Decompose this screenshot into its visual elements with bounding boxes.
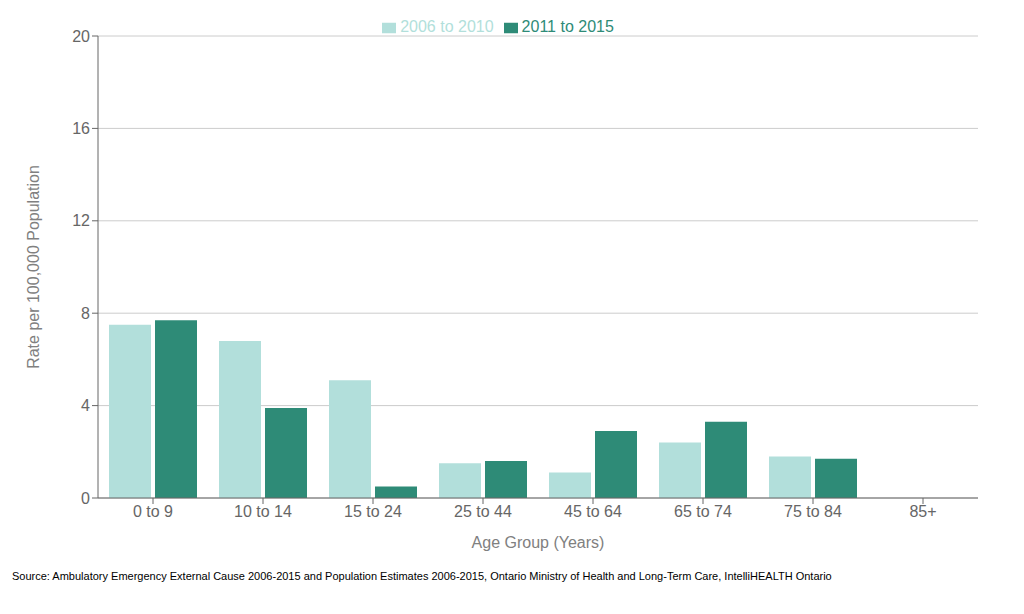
html-text:2011 to 2015: 2011 to 2015 <box>521 18 614 35</box>
svg-text:12: 12 <box>72 212 90 229</box>
html-text:Source: Ambulatory Emergency E: Source: Ambulatory Emergency External Ca… <box>12 570 832 582</box>
svg-text:0 to 9: 0 to 9 <box>133 503 173 520</box>
svg-text:45 to 64: 45 to 64 <box>564 503 622 520</box>
svg-text:65 to 74: 65 to 74 <box>674 503 732 520</box>
svg-text:16: 16 <box>72 120 90 137</box>
svg-text:Rate per 100,000 Population: Rate per 100,000 Population <box>25 165 42 369</box>
svg-text:15 to 24: 15 to 24 <box>344 503 402 520</box>
svg-text:20: 20 <box>72 28 90 45</box>
svg-text:Age Group (Years): Age Group (Years) <box>472 534 605 551</box>
svg-text:4: 4 <box>81 397 90 414</box>
svg-text:8: 8 <box>81 305 90 322</box>
svg-text:10 to 14: 10 to 14 <box>234 503 292 520</box>
svg-text:85+: 85+ <box>909 503 936 520</box>
svg-text:75 to 84: 75 to 84 <box>784 503 842 520</box>
html-text:2006 to 2010: 2006 to 2010 <box>400 18 494 35</box>
svg-text:0: 0 <box>81 490 90 507</box>
svg-text:25 to 44: 25 to 44 <box>454 503 512 520</box>
